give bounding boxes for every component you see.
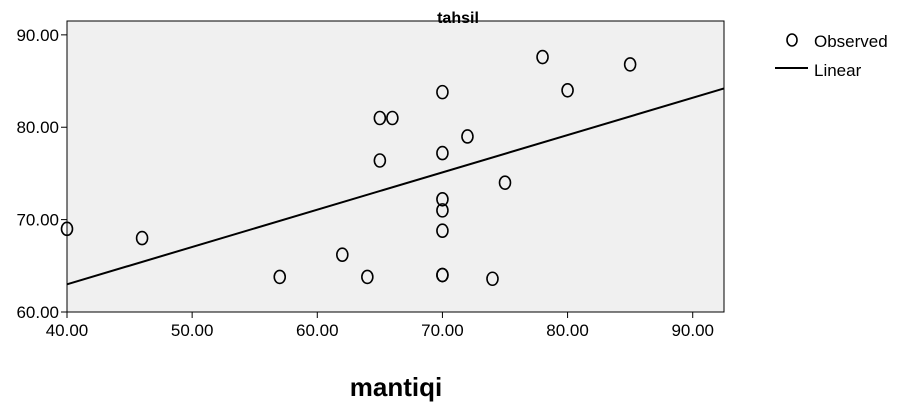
y-tick-label: 80.00 <box>16 118 59 137</box>
data-point <box>498 175 512 190</box>
fit-line <box>66 87 725 286</box>
plot-area <box>66 20 725 313</box>
y-tick-label: 60.00 <box>16 303 59 322</box>
x-tick-label: 80.00 <box>546 321 589 340</box>
x-axis-label: mantiqi <box>350 372 442 402</box>
x-tick-label: 70.00 <box>421 321 464 340</box>
x-tick-label: 40.00 <box>46 321 89 340</box>
data-point <box>60 221 74 237</box>
data-point <box>436 191 449 207</box>
x-tick-label: 60.00 <box>296 321 339 340</box>
data-point <box>373 153 387 168</box>
legend-label-observed: Observed <box>814 32 888 51</box>
data-point <box>436 223 449 239</box>
y-axis: 60.00 70.00 80.00 90.00 <box>16 26 67 322</box>
legend-label-linear: Linear <box>814 61 862 80</box>
data-point <box>386 110 399 126</box>
data-point <box>436 84 449 100</box>
data-point <box>486 271 499 287</box>
data-point <box>461 129 474 144</box>
x-axis: 40.00 50.00 60.00 70.00 80.00 90.00 <box>46 312 714 340</box>
data-point <box>273 269 287 285</box>
data-point <box>135 230 149 246</box>
y-tick-label: 70.00 <box>16 211 59 230</box>
data-point <box>536 49 549 65</box>
data-point <box>361 269 374 285</box>
data-point <box>373 110 387 126</box>
data-point <box>623 57 637 72</box>
series-layer <box>60 49 725 287</box>
legend: Observed Linear <box>775 32 888 80</box>
data-point <box>336 247 349 263</box>
data-point <box>436 203 449 218</box>
y-tick-label: 90.00 <box>16 26 59 45</box>
x-tick-label: 90.00 <box>671 321 714 340</box>
legend-marker-observed <box>786 33 798 47</box>
data-point <box>436 145 449 161</box>
data-point <box>436 267 449 283</box>
data-point <box>561 82 574 98</box>
x-tick-label: 50.00 <box>171 321 214 340</box>
chart-title: tahsil <box>437 10 479 27</box>
